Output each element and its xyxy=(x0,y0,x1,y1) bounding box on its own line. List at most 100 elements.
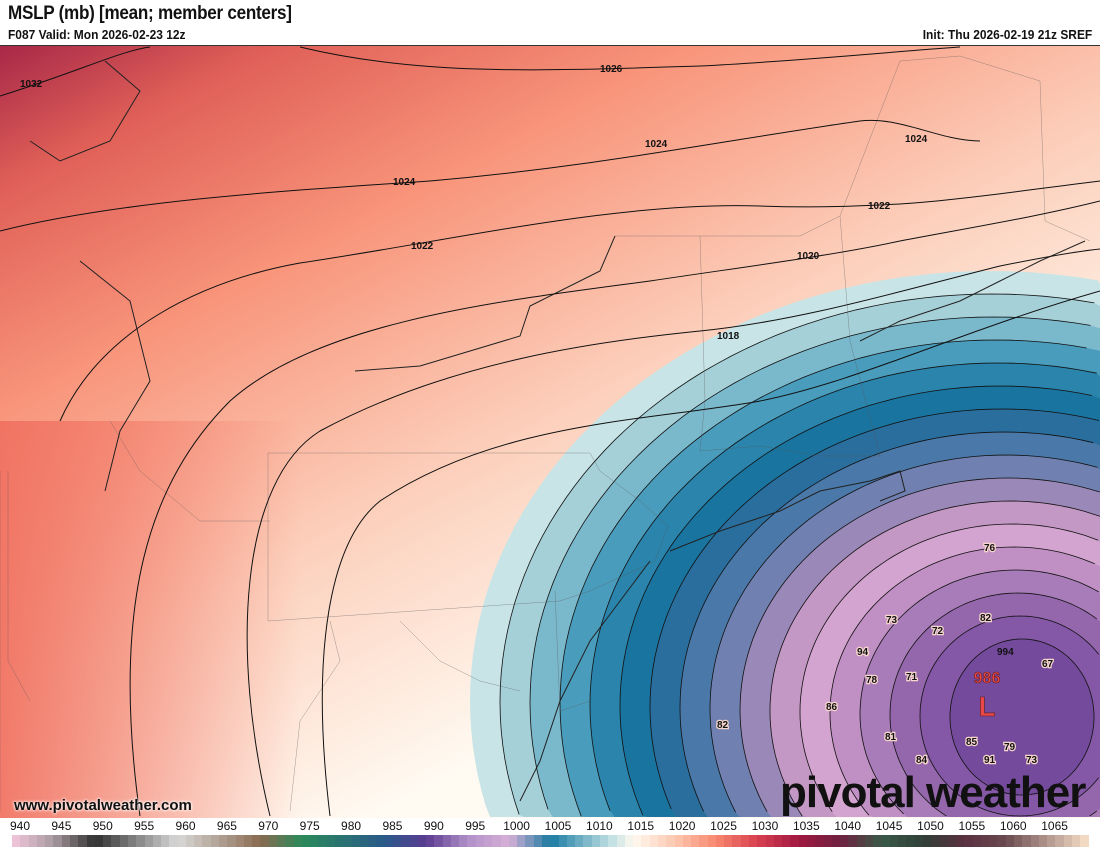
map-title: MSLP (mb) [mean; member centers] xyxy=(8,3,292,24)
colorbar-swatch xyxy=(599,835,609,847)
colorbar-swatch xyxy=(484,835,493,847)
colorbar-label: 1060 xyxy=(999,819,1027,833)
colorbar-swatch xyxy=(94,835,104,847)
colorbar-swatch xyxy=(1005,835,1015,847)
colorbar-swatch xyxy=(980,835,990,847)
colorbar-swatch xyxy=(1030,835,1039,847)
colorbar-swatch xyxy=(1072,835,1081,847)
colorbar-swatch xyxy=(517,835,526,847)
colorbar-swatch xyxy=(285,835,294,847)
colorbar-swatch xyxy=(392,835,402,847)
colorbar-swatch xyxy=(732,835,741,847)
colorbar-swatch xyxy=(459,835,468,847)
colorbar-swatch xyxy=(326,835,335,847)
low-pressure-value: 986 xyxy=(974,670,1001,687)
colorbar-swatch xyxy=(682,835,692,847)
colorbar-swatch xyxy=(1055,835,1064,847)
colorbar-swatch xyxy=(235,835,244,847)
colorbar-swatch xyxy=(823,835,832,847)
colorbar-label: 985 xyxy=(382,819,403,833)
colorbar-swatch xyxy=(351,835,360,847)
colorbar-swatch xyxy=(840,835,849,847)
colorbar-label: 1000 xyxy=(503,819,530,833)
pressure-band xyxy=(950,639,1094,795)
init-time: Init: Thu 2026-02-19 21z SREF xyxy=(922,27,1092,42)
colorbar-swatch xyxy=(848,835,857,847)
colorbar-label: 1010 xyxy=(586,819,613,833)
colorbar-swatch xyxy=(798,835,807,847)
colorbar-swatch xyxy=(790,835,799,847)
colorbar-swatch xyxy=(384,835,393,847)
colorbar-swatch xyxy=(898,835,907,847)
colorbar-swatch xyxy=(401,835,410,847)
colorbar-label: 1020 xyxy=(668,819,696,833)
member-center: 73 xyxy=(1026,755,1038,766)
colorbar-swatch xyxy=(922,835,932,847)
colorbar-swatch xyxy=(906,835,915,847)
isobar-label: 1026 xyxy=(600,64,623,75)
member-centers: 76 73 82 72 67 94 78 71 86 81 85 79 91 7… xyxy=(716,542,1055,768)
colorbar-swatch xyxy=(649,835,658,847)
isobar-label: 994 xyxy=(997,647,1014,658)
colorbar-swatch xyxy=(12,835,21,847)
isobar-ring xyxy=(769,500,1100,817)
colorbar-swatch xyxy=(202,835,211,847)
colorbar-swatch xyxy=(575,835,584,847)
isobar-ring xyxy=(799,523,1099,812)
colorbar-label: 945 xyxy=(51,819,72,833)
colorbar-swatch xyxy=(583,835,592,847)
isobar-label: 1022 xyxy=(411,241,434,252)
member-center: 67 xyxy=(1042,659,1054,670)
colorbar-swatch xyxy=(227,835,236,847)
colorbar-swatch xyxy=(103,835,112,847)
isobar-ring xyxy=(559,339,1087,817)
colorbar-swatch xyxy=(881,835,890,847)
colorbar-swatch xyxy=(989,835,998,847)
colorbar-label: 975 xyxy=(299,819,320,833)
colorbar-swatch xyxy=(127,835,137,847)
colorbar-swatch xyxy=(268,835,277,847)
colorbar-swatch xyxy=(409,835,418,847)
colorbar-swatch xyxy=(964,835,973,847)
isobar-label: 1032 xyxy=(20,79,43,90)
pressure-map: 1032 1026 1024 1024 1024 1022 1022 1020 … xyxy=(0,45,1100,818)
colorbar-swatch xyxy=(782,835,791,847)
colorbar-label: 1005 xyxy=(544,819,572,833)
colorbar-swatch xyxy=(169,835,178,847)
colorbar-swatch xyxy=(343,835,352,847)
isobar-ring xyxy=(919,615,1100,817)
colorbar-swatch xyxy=(36,835,46,847)
colorbar-swatch xyxy=(533,835,542,847)
isobar-ring xyxy=(859,569,1099,815)
isobar-ring xyxy=(679,431,1094,812)
colorbar-swatch xyxy=(1047,835,1056,847)
colorbar-swatch xyxy=(210,835,220,847)
colorbar-swatch xyxy=(243,835,253,847)
member-center: 84 xyxy=(916,755,928,766)
member-center: 82 xyxy=(980,613,992,624)
colorbar-swatch xyxy=(111,835,120,847)
colorbar-label: 955 xyxy=(134,819,155,833)
isobar-ring xyxy=(589,362,1097,811)
colorbar-swatch xyxy=(86,835,95,847)
colorbar-label: 970 xyxy=(258,819,279,833)
colorbar-swatch xyxy=(525,835,534,847)
colorbar xyxy=(12,835,1089,847)
isobar-label: 1020 xyxy=(797,251,820,262)
colorbar-swatch xyxy=(939,835,948,847)
colorbar-swatch xyxy=(334,835,344,847)
isobar-label: 1024 xyxy=(645,139,668,150)
colorbar-swatch xyxy=(310,835,319,847)
colorbar-swatch xyxy=(434,835,443,847)
colorbar-label: 980 xyxy=(341,819,362,833)
member-center: 78 xyxy=(866,675,878,686)
colorbar-swatch xyxy=(359,835,369,847)
colorbar-label: 1025 xyxy=(710,819,737,833)
low-pressure-symbol: L xyxy=(978,691,995,722)
colorbar-swatch xyxy=(500,835,509,847)
isobar-label: 1024 xyxy=(905,134,928,145)
colorbar-swatch xyxy=(666,835,675,847)
colorbar-swatch xyxy=(1022,835,1031,847)
colorbar-swatch xyxy=(219,835,228,847)
isobar-labels: 1032 1026 1024 1024 1024 1022 1022 1020 … xyxy=(20,64,1014,658)
